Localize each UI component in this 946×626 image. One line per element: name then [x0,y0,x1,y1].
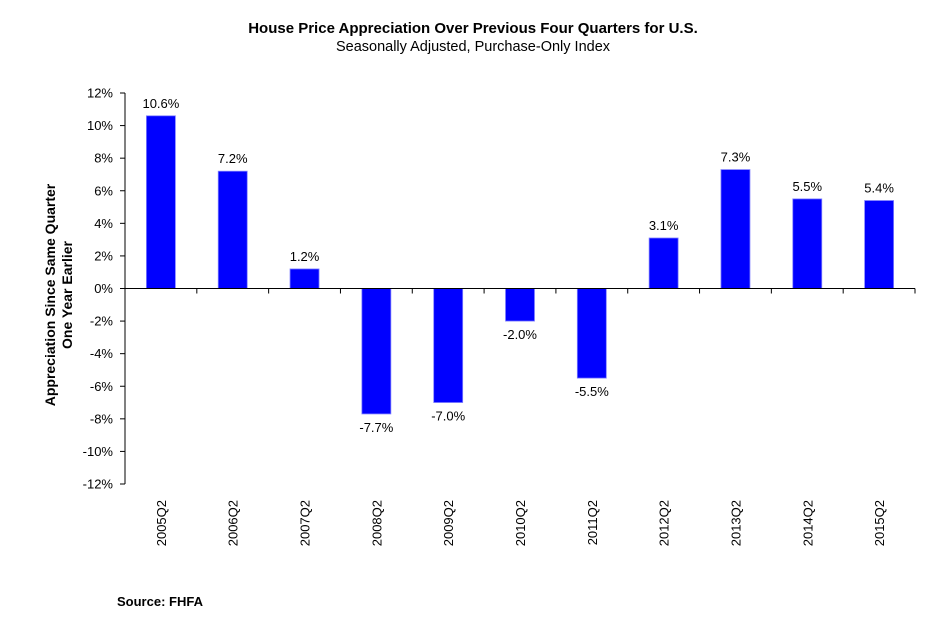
x-tick-label: 2012Q2 [657,500,672,546]
x-tick-label: 2007Q2 [298,500,313,546]
data-label-2008Q2: -7.7% [359,420,393,435]
data-label-2013Q2: 7.3% [721,150,751,165]
data-label-2010Q2: -2.0% [503,327,537,342]
bar-2009Q2 [433,288,464,403]
y-tick-label: -4% [90,346,114,361]
y-tick-label: 10% [87,118,113,133]
bar-2015Q2 [864,200,894,289]
y-axis-label-line-2: One Year Earlier [59,240,75,348]
bar-2005Q2 [146,115,176,289]
y-axis-label-line-1: Appreciation Since Same Quarter [42,183,58,406]
x-tick-label: 2013Q2 [728,500,743,546]
bar-2010Q2 [505,288,535,322]
bar-2008Q2 [361,288,392,415]
x-tick-label: 2005Q2 [154,500,169,546]
y-tick-label: -12% [83,477,114,492]
data-label-2006Q2: 7.2% [218,151,248,166]
x-tick-label: 2009Q2 [441,500,456,546]
data-label-2009Q2: -7.0% [431,409,465,424]
data-label-2012Q2: 3.1% [649,218,679,233]
source-note: Source: FHFA [117,594,203,609]
bars [146,115,894,415]
y-axis-label: Appreciation Since Same Quarter One Year… [42,183,75,406]
y-axis-ticks: 12% 10% 8% 6% 4% 2% 0% -2% -4% -6% -8% -10% -12% [83,86,125,492]
data-label-2005Q2: 10.6% [142,96,179,111]
y-tick-label: 12% [87,86,113,101]
x-tick-label: 2014Q2 [800,500,815,546]
bar-2012Q2 [648,237,679,289]
y-tick-label: -8% [90,411,114,426]
x-tick-label: 2006Q2 [226,500,241,546]
x-tick-label: 2010Q2 [513,500,528,546]
bar-2013Q2 [720,169,751,289]
chart-subtitle: Seasonally Adjusted, Purchase-Only Index [335,39,611,55]
y-tick-label: 2% [94,248,113,263]
data-labels: 10.6% 7.2% 1.2% -7.7% -7.0% -2.0% -5.5% 3.1% 7.3… [142,96,894,435]
bar-2007Q2 [289,268,320,289]
chart-title: House Price Appreciation Over Previous F… [248,20,698,37]
data-label-2007Q2: 1.2% [290,249,320,264]
y-tick-label: 6% [94,183,113,198]
y-tick-label: 0% [94,281,113,296]
y-tick-label: -2% [90,314,114,329]
bar-2006Q2 [217,170,248,289]
data-label-2014Q2: 5.5% [792,179,822,194]
data-label-2011Q2: -5.5% [575,384,609,399]
x-tick-label: 2011Q2 [585,500,600,545]
y-tick-label: 4% [94,216,113,231]
y-tick-label: 8% [94,151,113,166]
bar-2011Q2 [576,288,607,379]
y-tick-label: -10% [83,444,114,459]
y-tick-label: -6% [90,379,114,394]
x-tick-label: 2015Q2 [872,500,887,546]
x-axis-ticks: 2005Q2 2006Q2 2007Q2 2008Q2 2009Q2 2010Q2 2011… [124,288,916,546]
x-tick-label: 2008Q2 [369,500,384,546]
data-label-2015Q2: 5.4% [864,181,894,196]
bar-2014Q2 [792,198,823,289]
